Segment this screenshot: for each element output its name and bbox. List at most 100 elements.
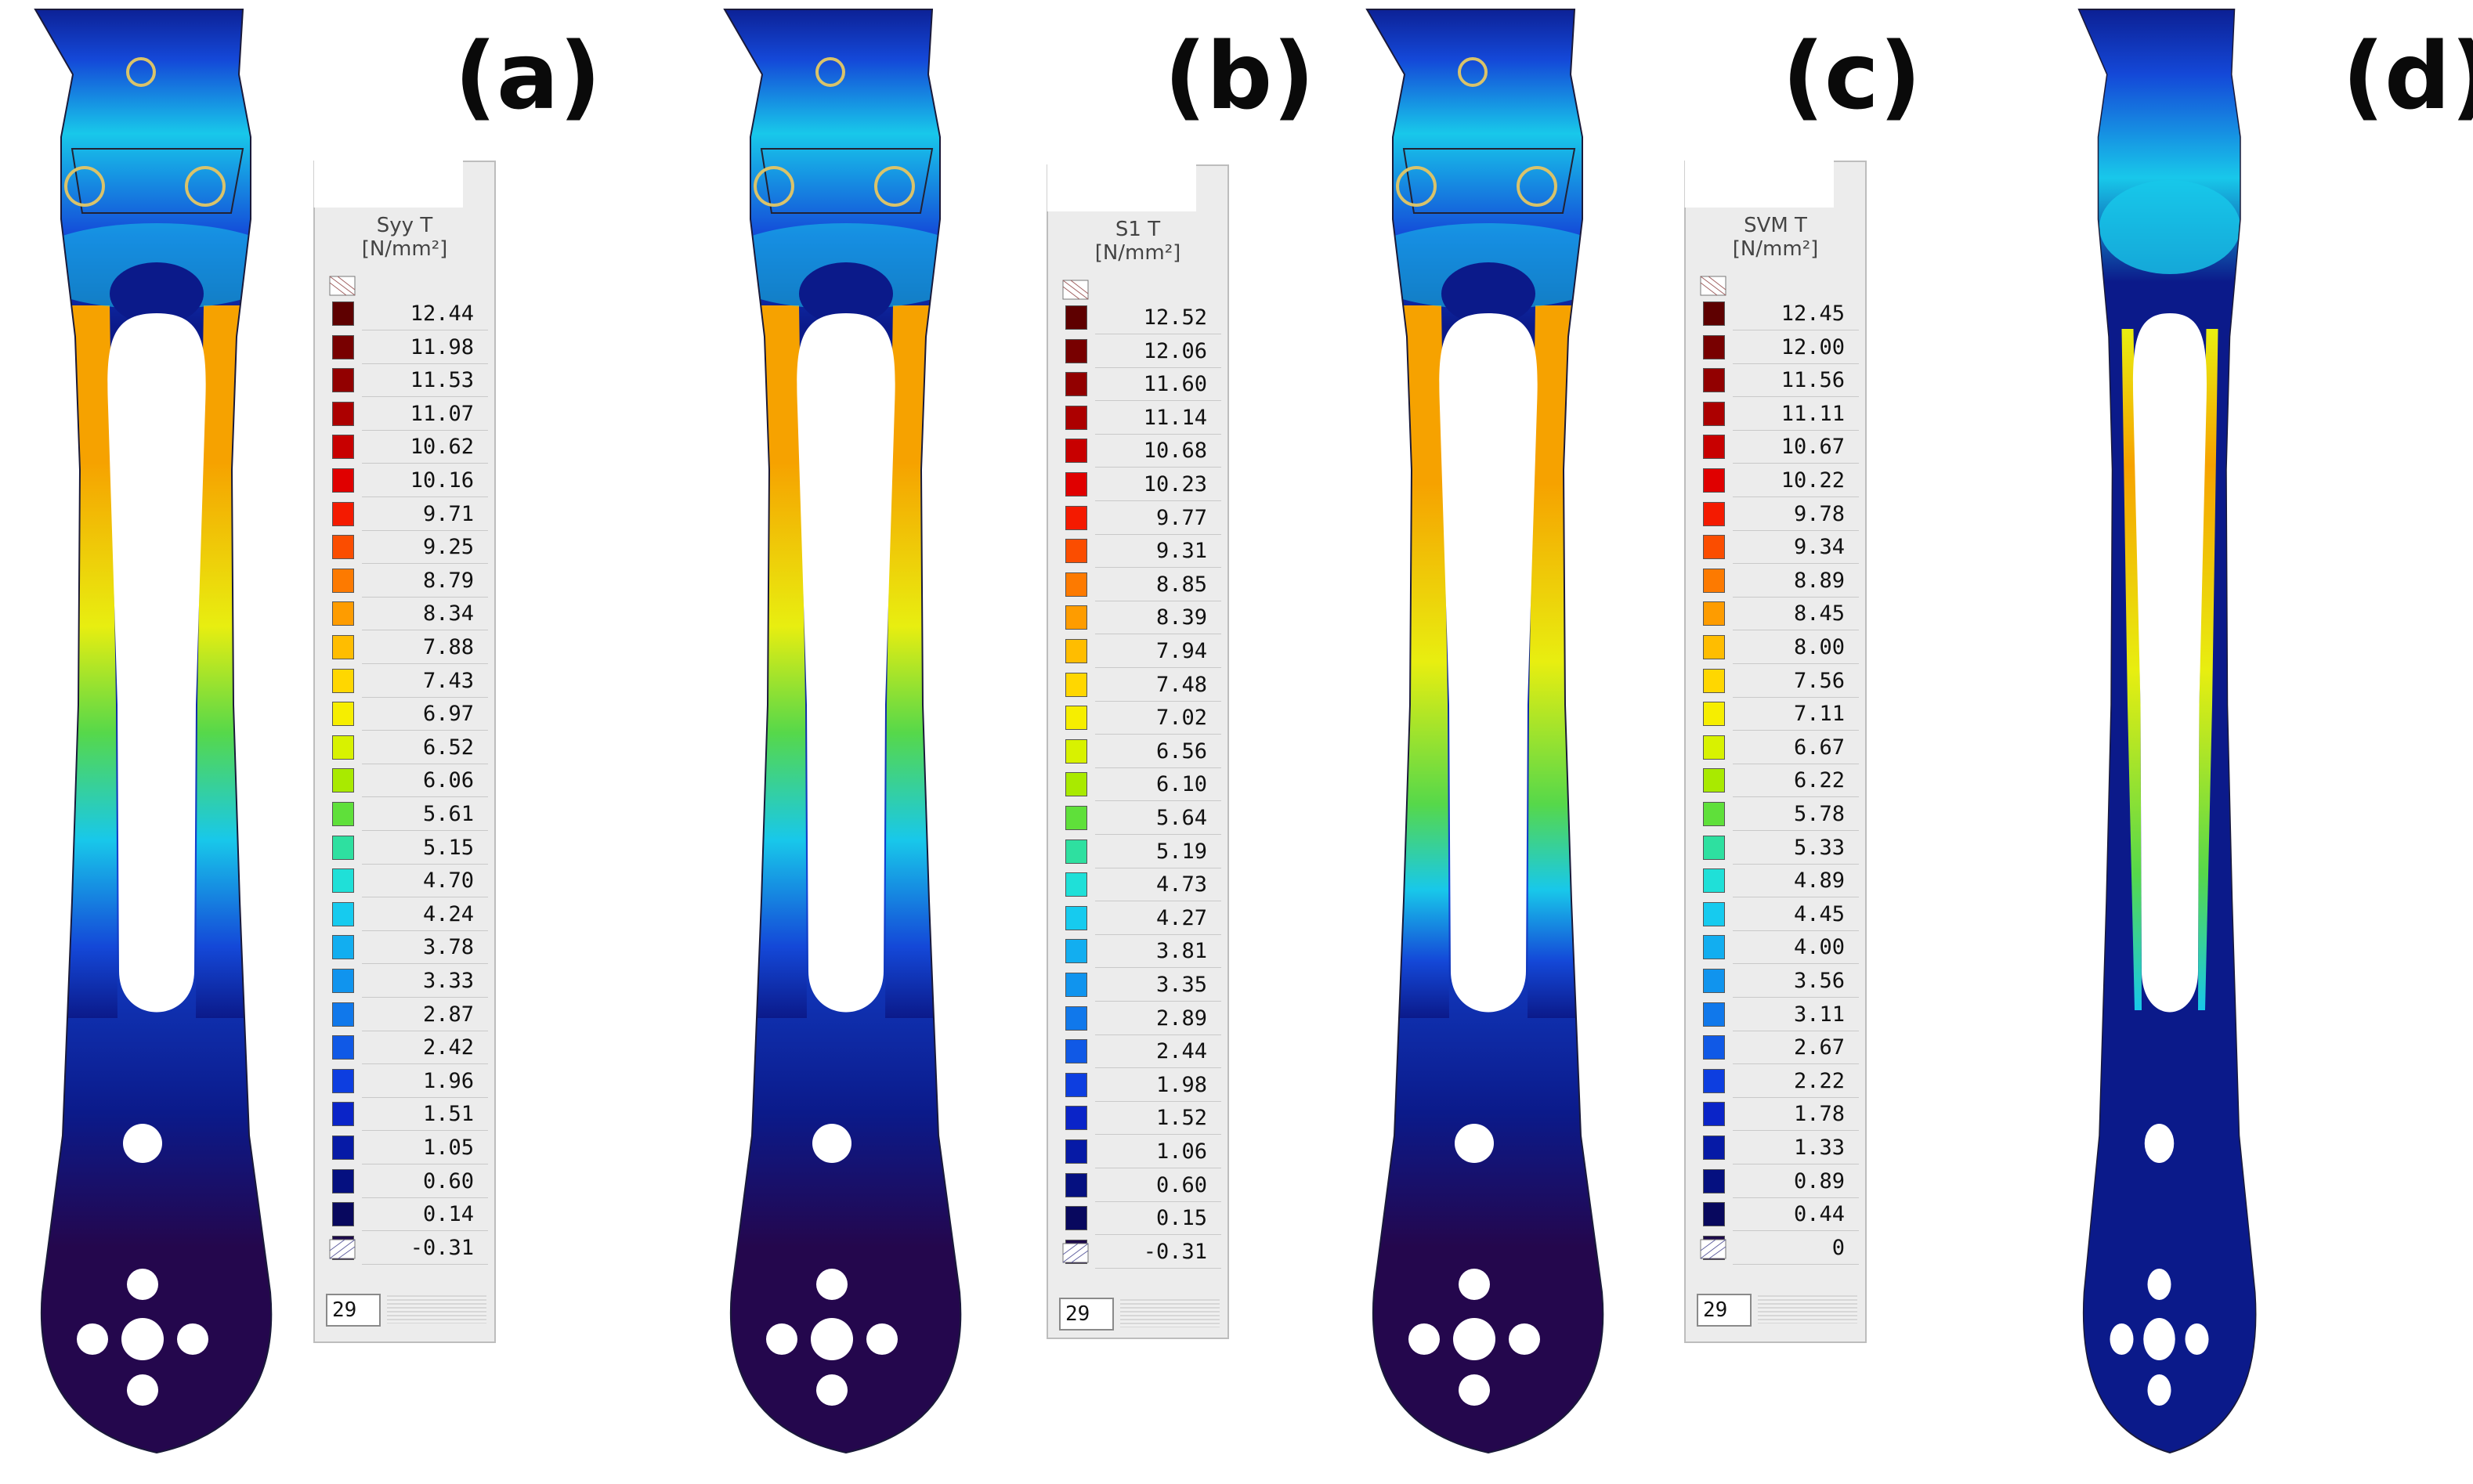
legend-swatch xyxy=(1703,468,1725,493)
legend-row-divider xyxy=(362,730,488,731)
legend-row: 6.67 xyxy=(1686,731,1865,764)
legend-row-divider xyxy=(1733,663,1859,664)
legend-level-count-input[interactable]: 29 xyxy=(326,1293,381,1327)
legend-row-divider xyxy=(362,796,488,798)
right-arm-stress-band xyxy=(196,305,266,1018)
legend-swatch xyxy=(1065,772,1087,797)
legend-value: 6.67 xyxy=(1793,735,1845,760)
bottom-mounting-hole xyxy=(866,1323,898,1355)
panel-c: (c) SVM T [N/mm²] 12.45 12.00 11.56 11.11 10.6… xyxy=(1332,0,1951,1484)
legend-row: 7.88 xyxy=(315,630,494,664)
legend-value: 7.88 xyxy=(422,635,474,659)
legend-swatch xyxy=(332,501,354,526)
legend-row-divider xyxy=(362,496,488,497)
legend-row-divider xyxy=(1733,1063,1859,1065)
legend-row-divider xyxy=(1095,1067,1221,1069)
middle-round-hole xyxy=(123,1124,162,1163)
slot-tip-low-stress xyxy=(1441,262,1535,325)
legend-row: 12.45 xyxy=(1686,297,1865,330)
legend-row: 7.94 xyxy=(1048,634,1227,668)
legend-value: 5.33 xyxy=(1793,835,1845,860)
legend-row-divider xyxy=(1733,1230,1859,1232)
legend-row: 1.51 xyxy=(315,1097,494,1132)
legend-row: 9.78 xyxy=(1686,497,1865,531)
legend-row-divider xyxy=(362,1230,488,1232)
legend-swatch xyxy=(332,1068,354,1093)
legend-swatch xyxy=(1703,768,1725,793)
legend-swatch xyxy=(1703,1136,1725,1160)
legend-swatch xyxy=(1703,702,1725,727)
legend-swatch xyxy=(1065,372,1087,397)
legend-level-count-input[interactable]: 29 xyxy=(1059,1297,1114,1331)
legend-value: 3.35 xyxy=(1155,973,1207,997)
legend-swatch xyxy=(1065,905,1087,930)
legend-value: 9.77 xyxy=(1155,505,1207,530)
legend-swatch xyxy=(1703,969,1725,993)
legend-swatch xyxy=(1065,973,1087,997)
legend-row: 2.87 xyxy=(315,998,494,1031)
bottom-mounting-hole xyxy=(811,1318,853,1360)
legend-swatch xyxy=(1703,435,1725,460)
legend-row: 5.19 xyxy=(1048,835,1227,868)
legend-row-divider xyxy=(362,463,488,464)
legend-swatch xyxy=(1065,472,1087,496)
legend-value: 8.39 xyxy=(1155,605,1207,630)
central-slot xyxy=(107,313,206,1013)
legend-row: 1.05 xyxy=(315,1131,494,1164)
legend-swatch xyxy=(1065,1139,1087,1164)
stress-plot-b xyxy=(723,9,962,1454)
legend-title-unit: [N/mm²] xyxy=(1732,237,1819,261)
right-hole-ring xyxy=(874,166,915,207)
legend-row-divider xyxy=(1733,1130,1859,1132)
panel-label-b: (b) xyxy=(1164,22,1315,130)
legend-value: 6.10 xyxy=(1155,772,1207,797)
legend-row-divider xyxy=(1733,830,1859,831)
legend-row: 11.56 xyxy=(1686,363,1865,398)
legend-swatch xyxy=(332,935,354,960)
legend-row-divider xyxy=(362,696,488,698)
legend-row: 0.14 xyxy=(315,1197,494,1232)
legend-swatch xyxy=(1703,935,1725,960)
legend-row: 9.31 xyxy=(1048,534,1227,569)
legend-resize-grip[interactable] xyxy=(387,1294,486,1323)
legend-swatch xyxy=(1703,1102,1725,1127)
legend-value: 3.78 xyxy=(422,935,474,960)
legend-row-divider xyxy=(1733,1197,1859,1198)
legend-row: 3.78 xyxy=(315,930,494,965)
legend-swatch xyxy=(1703,835,1725,860)
legend-row-divider xyxy=(1733,730,1859,731)
legend-value: 4.73 xyxy=(1155,872,1207,897)
legend-row: 4.45 xyxy=(1686,897,1865,931)
legend-value: 9.78 xyxy=(1793,501,1845,526)
legend-row: 2.44 xyxy=(1048,1034,1227,1069)
legend-row-divider xyxy=(362,863,488,865)
legend-value: 0 xyxy=(1831,1235,1845,1260)
legend-row: 4.00 xyxy=(1686,930,1865,965)
legend-resize-grip[interactable] xyxy=(1120,1298,1220,1327)
legend-value: 5.61 xyxy=(422,802,474,826)
legend-row: 4.24 xyxy=(315,897,494,931)
legend-value: 1.33 xyxy=(1793,1136,1845,1160)
legend-row: 10.16 xyxy=(315,464,494,497)
legend-row: 8.85 xyxy=(1048,568,1227,601)
legend-underflow-hatch xyxy=(1062,1243,1089,1263)
bottom-mounting-hole xyxy=(1509,1323,1540,1355)
legend-swatch xyxy=(1065,738,1087,764)
legend-row-divider xyxy=(1095,734,1221,735)
legend-level-count-input[interactable]: 29 xyxy=(1697,1293,1752,1327)
legend-row-divider xyxy=(362,1130,488,1132)
legend-title-quantity: S1 T xyxy=(1115,218,1161,241)
legend-value: 9.34 xyxy=(1793,535,1845,560)
bottom-mounting-hole xyxy=(1459,1374,1490,1406)
legend-resize-grip[interactable] xyxy=(1758,1294,1857,1323)
panel-label-d: (d) xyxy=(2342,22,2473,130)
left-arm-stress-band xyxy=(736,305,807,1018)
slot-tip-low-stress xyxy=(799,262,893,325)
bottom-mounting-hole xyxy=(816,1374,848,1406)
legend-swatch xyxy=(1065,872,1087,897)
legend-swatch xyxy=(1703,368,1725,393)
legend-swatch xyxy=(332,334,354,359)
legend-value: 5.78 xyxy=(1793,802,1845,826)
legend-row: 6.10 xyxy=(1048,767,1227,802)
legend-swatch xyxy=(1065,539,1087,564)
